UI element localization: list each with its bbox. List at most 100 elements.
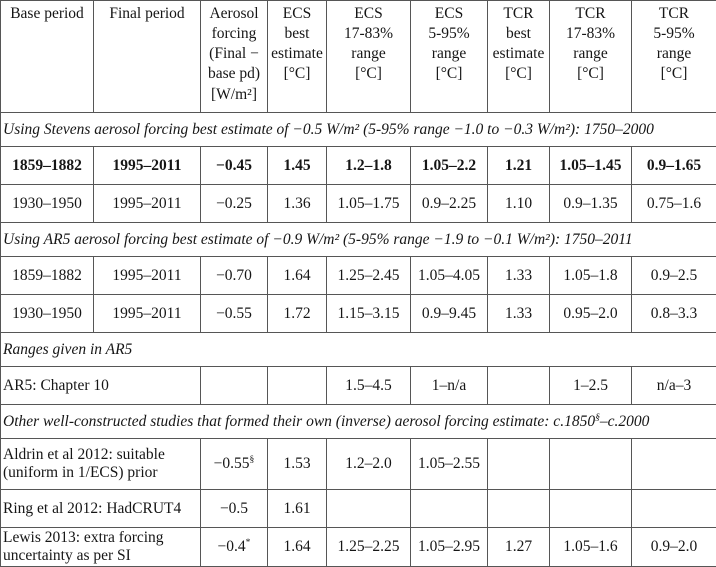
section-header-text: Ranges given in AR5 bbox=[1, 333, 716, 367]
cell-text: 1.25–2.25 bbox=[338, 538, 400, 555]
value-cell: 1–n/a bbox=[411, 367, 488, 405]
cell-text: 1.64 bbox=[283, 267, 310, 284]
value-cell: 1.21 bbox=[488, 147, 550, 185]
cell-text: 1.5–4.5 bbox=[345, 377, 392, 394]
value-cell: 1.33 bbox=[488, 295, 550, 333]
cell-text: 1.2–1.8 bbox=[345, 157, 392, 174]
data-row: 1859–1882 1995–2011 −0.70 1.64 1.25–2.45 1.05… bbox=[1, 257, 716, 295]
value-cell bbox=[632, 439, 716, 490]
section-row: Other well-constructed studies that form… bbox=[1, 405, 716, 439]
cell-text: AR5: Chapter 10 bbox=[3, 377, 109, 394]
value-cell: 1.05–1.45 bbox=[550, 147, 632, 185]
value-cell bbox=[201, 367, 268, 405]
section-header-text: Using Stevens aerosol forcing best estim… bbox=[1, 113, 716, 147]
value-cell: −0.45 bbox=[201, 147, 268, 185]
section-header-text: Using AR5 aerosol forcing best estimate … bbox=[1, 223, 716, 257]
value-cell: 1.5–4.5 bbox=[327, 367, 411, 405]
value-cell: −0.70 bbox=[201, 257, 268, 295]
cell-text: 1–n/a bbox=[432, 377, 466, 394]
section-row: Using Stevens aerosol forcing best estim… bbox=[1, 113, 716, 147]
cell-text: 1.15–3.15 bbox=[338, 305, 400, 322]
value-cell: 1.05–1.75 bbox=[327, 185, 411, 223]
value-cell: 1.05–4.05 bbox=[411, 257, 488, 295]
value-cell: 1995–2011 bbox=[94, 295, 201, 333]
value-cell bbox=[488, 490, 550, 528]
value-cell: 1.64 bbox=[268, 528, 327, 567]
cell-text: 1.45 bbox=[283, 157, 310, 174]
cell-text: Aldrin et al 2012: suitable (uniform in … bbox=[3, 446, 165, 481]
cell-text: 1.05–1.8 bbox=[563, 267, 617, 284]
cell-text: 1.05–2.55 bbox=[418, 455, 480, 472]
cell-text: −0.5 bbox=[220, 500, 248, 517]
cell-text: 1.05–2.2 bbox=[422, 157, 476, 174]
row-label: Ring et al 2012: HadCRUT4 bbox=[1, 490, 201, 528]
value-cell: 1.05–2.95 bbox=[411, 528, 488, 567]
value-cell: −0.5 bbox=[201, 490, 268, 528]
cell-text: −0.55 bbox=[214, 455, 250, 472]
value-cell bbox=[488, 439, 550, 490]
cell-text: 1.25–2.45 bbox=[338, 267, 400, 284]
value-cell: −0.4* bbox=[201, 528, 268, 567]
section-text-segment: –c.2000 bbox=[600, 413, 650, 430]
cell-text: 1930–1950 bbox=[12, 195, 82, 212]
cell-text: 1.2–2.0 bbox=[345, 455, 392, 472]
value-cell: 0.9–1.35 bbox=[550, 185, 632, 223]
cell-text: −0.55 bbox=[216, 305, 252, 322]
value-cell: 0.9–2.5 bbox=[632, 257, 716, 295]
section-text-segment: Other well-constructed studies that form… bbox=[3, 413, 595, 430]
cell-text: 1.61 bbox=[283, 500, 310, 517]
cell-text: 1.72 bbox=[283, 305, 310, 322]
value-cell: 1859–1882 bbox=[1, 257, 94, 295]
cell-text: −0.25 bbox=[216, 195, 252, 212]
section-header-text: Other well-constructed studies that form… bbox=[1, 405, 716, 439]
value-cell: −0.55 bbox=[201, 295, 268, 333]
section-text-segment: Ranges given in AR5 bbox=[3, 341, 132, 358]
superscript-mark: * bbox=[246, 537, 251, 548]
cell-text: 1930–1950 bbox=[12, 305, 82, 322]
value-cell: 1930–1950 bbox=[1, 295, 94, 333]
value-cell: 1.25–2.45 bbox=[327, 257, 411, 295]
section-text-segment: Using AR5 aerosol forcing best estimate … bbox=[3, 231, 633, 248]
column-header-base-period: Base period bbox=[1, 1, 94, 113]
value-cell: n/a–3 bbox=[632, 367, 716, 405]
value-cell: 0.75–1.6 bbox=[632, 185, 716, 223]
cell-text: 1.05–4.05 bbox=[418, 267, 480, 284]
cell-text: −0.45 bbox=[216, 157, 252, 174]
cell-text: 0.8–3.3 bbox=[651, 305, 698, 322]
value-cell: 1.25–2.25 bbox=[327, 528, 411, 567]
value-cell: 1.27 bbox=[488, 528, 550, 567]
cell-text: 0.9–2.25 bbox=[422, 195, 476, 212]
cell-text: 1.05–1.6 bbox=[563, 538, 617, 555]
table-body: Using Stevens aerosol forcing best estim… bbox=[1, 113, 716, 567]
value-cell: 1995–2011 bbox=[94, 185, 201, 223]
cell-text: −0.70 bbox=[216, 267, 252, 284]
cell-text: 0.75–1.6 bbox=[647, 195, 701, 212]
cell-text: 0.9–2.0 bbox=[651, 538, 698, 555]
value-cell: 1.05–1.8 bbox=[550, 257, 632, 295]
value-cell: 0.95–2.0 bbox=[550, 295, 632, 333]
cell-text: 0.95–2.0 bbox=[563, 305, 617, 322]
value-cell bbox=[268, 367, 327, 405]
value-cell: 1.33 bbox=[488, 257, 550, 295]
cell-text: 1.10 bbox=[505, 195, 532, 212]
cell-text: −0.4 bbox=[218, 538, 246, 555]
cell-text: 1995–2011 bbox=[112, 267, 181, 284]
cell-text: 1.27 bbox=[505, 538, 532, 555]
cell-text: 1.53 bbox=[283, 455, 310, 472]
value-cell: 1995–2011 bbox=[94, 257, 201, 295]
value-cell: 0.9–1.65 bbox=[632, 147, 716, 185]
cell-text: 1.33 bbox=[505, 305, 532, 322]
cell-text: 1.33 bbox=[505, 267, 532, 284]
cell-text: 1–2.5 bbox=[573, 377, 608, 394]
value-cell: 1.05–1.6 bbox=[550, 528, 632, 567]
data-row: Aldrin et al 2012: suitable (uniform in … bbox=[1, 439, 716, 490]
value-cell: 1.2–1.8 bbox=[327, 147, 411, 185]
